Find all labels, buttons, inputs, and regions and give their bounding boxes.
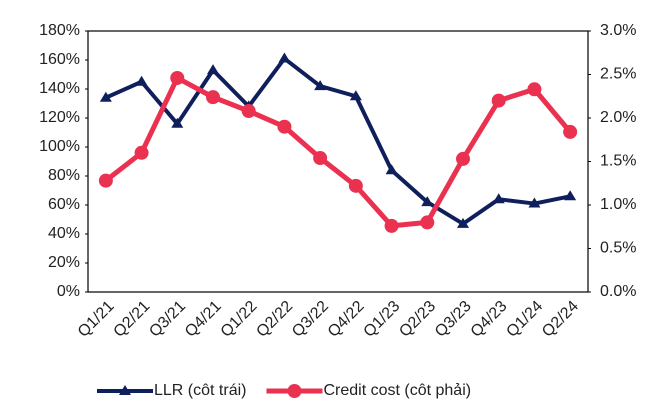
- y-tick-label: 160%: [39, 51, 80, 68]
- y-tick-label: 60%: [48, 196, 80, 213]
- y2-tick-label: 2.0%: [600, 109, 636, 126]
- marker: [527, 82, 542, 97]
- marker: [528, 197, 541, 208]
- legend-label: Credit cost (côt phải): [323, 382, 471, 399]
- marker: [384, 218, 399, 233]
- x-tick-label: Q1/22: [218, 298, 261, 341]
- marker: [492, 193, 505, 204]
- marker: [135, 75, 148, 86]
- x-tick-label: Q4/23: [468, 298, 511, 341]
- y2-tick-label: 2.5%: [600, 66, 636, 83]
- marker: [134, 145, 149, 160]
- x-tick-label: Q2/22: [253, 298, 296, 341]
- y-tick-label: 80%: [48, 167, 80, 184]
- y2-tick-label: 1.0%: [600, 196, 636, 213]
- marker: [99, 91, 112, 102]
- x-tick-label: Q1/21: [75, 298, 118, 341]
- x-tick-label: Q3/23: [432, 298, 475, 341]
- x-tick-label: Q2/23: [396, 298, 439, 341]
- y-tick-label: 120%: [39, 109, 80, 126]
- y2-tick-label: 0.0%: [600, 283, 636, 300]
- y-tick-label: 100%: [39, 138, 80, 155]
- y-tick-label: 140%: [39, 80, 80, 97]
- marker: [278, 52, 291, 63]
- y-tick-label: 40%: [48, 225, 80, 242]
- marker: [420, 215, 435, 230]
- x-tick-label: Q1/24: [503, 298, 546, 341]
- marker: [564, 190, 577, 201]
- y-tick-label: 180%: [39, 22, 80, 39]
- marker: [456, 151, 470, 166]
- marker: [170, 70, 185, 85]
- x-tick-label: Q3/21: [146, 298, 189, 341]
- marker: [349, 90, 362, 101]
- y2-tick-label: 0.5%: [600, 240, 636, 257]
- x-tick-label: Q4/22: [325, 298, 368, 341]
- x-tick-label: Q4/21: [182, 298, 225, 341]
- marker: [491, 93, 506, 108]
- y-tick-label: 20%: [48, 254, 80, 271]
- marker: [98, 173, 113, 188]
- marker: [313, 151, 328, 166]
- x-tick-label: Q3/22: [289, 298, 332, 341]
- legend-marker: [287, 384, 302, 398]
- series-line: [105, 56, 571, 226]
- marker: [207, 64, 219, 75]
- marker: [171, 117, 184, 128]
- x-tick-label: Q1/23: [361, 298, 404, 341]
- marker: [385, 164, 398, 175]
- legend-label: LLR (côt trái): [154, 382, 246, 399]
- y-tick-label: 0%: [57, 283, 80, 300]
- marker: [314, 80, 327, 91]
- x-tick-label: Q2/21: [111, 298, 154, 341]
- y2-tick-label: 3.0%: [600, 22, 636, 39]
- x-tick-label: Q2/24: [539, 298, 582, 341]
- marker: [277, 119, 292, 134]
- marker: [457, 217, 469, 228]
- marker: [206, 90, 220, 105]
- marker: [241, 104, 256, 119]
- legend-marker: [119, 385, 131, 395]
- y2-tick-label: 1.5%: [600, 153, 636, 170]
- marker: [348, 178, 363, 193]
- plot-frame: [87, 30, 589, 293]
- marker: [563, 124, 578, 139]
- marker: [421, 196, 434, 207]
